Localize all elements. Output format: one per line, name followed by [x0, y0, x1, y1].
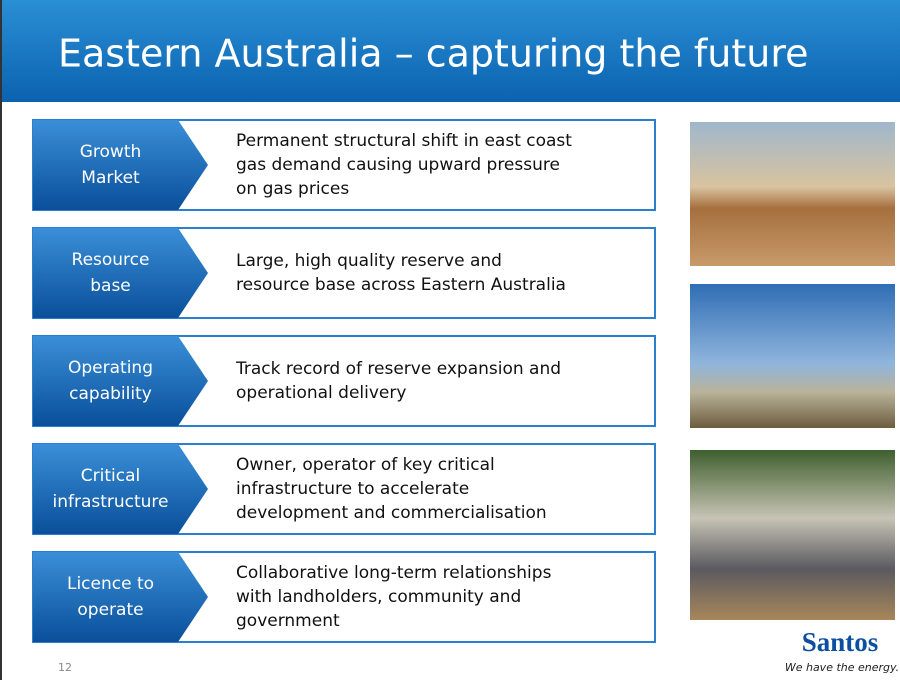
row-chevron	[33, 552, 208, 642]
row-text: Owner, operator of key critical	[236, 455, 495, 475]
row-label: base	[90, 276, 131, 296]
row-label: Licence to	[67, 574, 154, 594]
row-label: Critical	[81, 466, 140, 486]
row-chevron	[33, 336, 208, 426]
row-label: infrastructure	[52, 492, 168, 512]
row-label: Growth	[80, 142, 142, 162]
row-label: Resource	[72, 250, 150, 270]
photo-community	[690, 450, 895, 620]
row-text: operational delivery	[236, 383, 406, 403]
row-text: Permanent structural shift in east coast	[236, 131, 572, 151]
row-label: Market	[81, 168, 140, 188]
row-text: with landholders, community and	[236, 587, 521, 607]
row-text: gas demand causing upward pressure	[236, 155, 560, 175]
row-chevron	[33, 444, 208, 534]
title: Eastern Australia – capturing the future	[58, 32, 809, 76]
photo-workers	[690, 284, 895, 428]
title-bar	[0, 0, 900, 102]
row-text: resource base across Eastern Australia	[236, 275, 566, 295]
logo-tagline: We have the energy.	[785, 661, 899, 674]
row-text: infrastructure to accelerate	[236, 479, 469, 499]
row-chevron	[33, 120, 208, 210]
row-text: government	[236, 611, 340, 631]
logo: Santos	[802, 627, 879, 657]
row-chevron	[33, 228, 208, 318]
row-text: development and commercialisation	[236, 503, 547, 523]
row-label: Operating	[68, 358, 153, 378]
row-text: Track record of reserve expansion and	[235, 359, 561, 379]
row-text: Collaborative long-term relationships	[236, 563, 552, 583]
row-text: on gas prices	[236, 179, 349, 199]
row-text: Large, high quality reserve and	[236, 251, 502, 271]
row-label: operate	[77, 600, 143, 620]
page-number: 12	[58, 661, 72, 674]
row-label: capability	[69, 384, 152, 404]
photo-refinery	[690, 122, 895, 266]
